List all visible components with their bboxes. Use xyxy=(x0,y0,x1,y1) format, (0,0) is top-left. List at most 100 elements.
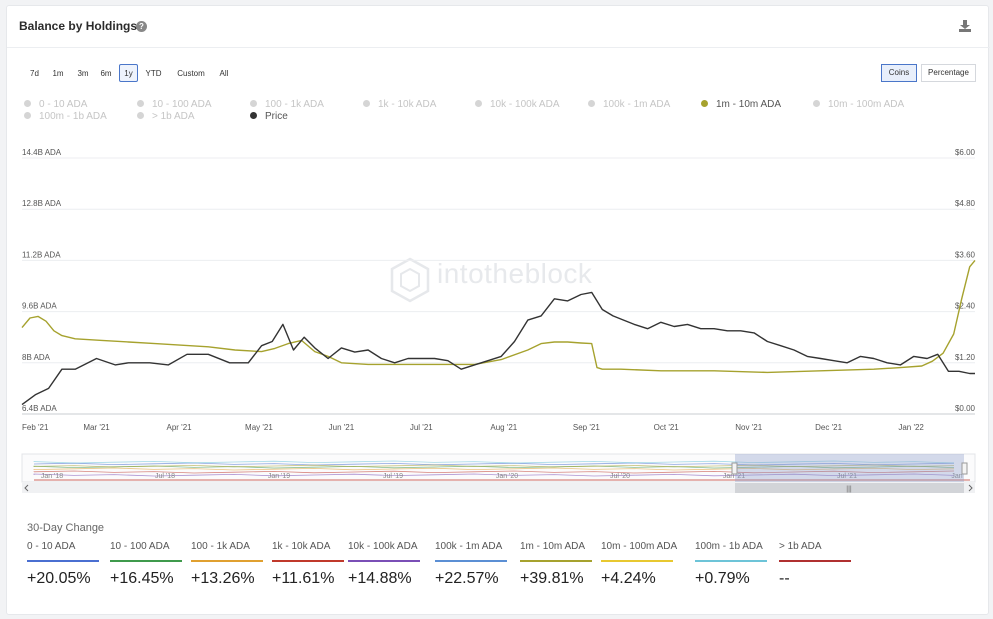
change-color-bar xyxy=(779,560,851,562)
change-value: +0.79% xyxy=(695,570,750,587)
unit-button-percentage[interactable]: Percentage xyxy=(921,64,976,82)
navigator-tick-label: Jul '20 xyxy=(610,473,630,480)
navigator-tick-label: Jul '18 xyxy=(155,473,175,480)
change-label: > 1b ADA xyxy=(779,541,822,552)
legend-dot-icon xyxy=(24,112,31,119)
legend-dot-icon xyxy=(813,100,820,107)
change-color-bar xyxy=(110,560,182,562)
navigator-tick-label: Jul '19 xyxy=(383,473,403,480)
change-color-bar xyxy=(272,560,344,562)
download-icon[interactable] xyxy=(958,19,972,33)
change-color-bar xyxy=(435,560,507,562)
x-tick-label: Dec '21 xyxy=(815,423,842,432)
change-title: 30-Day Change xyxy=(27,522,105,534)
change-color-bar xyxy=(695,560,767,562)
change-value: +22.57% xyxy=(435,570,499,587)
scrollbar-grip-icon: ||| xyxy=(846,486,852,493)
legend-label: 100k - 1m ADA xyxy=(603,99,671,110)
legend-item-0-10-ada[interactable]: 0 - 10 ADA xyxy=(24,99,87,110)
legend-dot-icon xyxy=(588,100,595,107)
change-label: 0 - 10 ADA xyxy=(27,541,76,552)
range-button-7d[interactable]: 7d xyxy=(25,64,44,82)
legend-item-1k-10k-ada[interactable]: 1k - 10k ADA xyxy=(363,99,436,110)
scroll-left-icon[interactable] xyxy=(24,484,29,492)
y-left-tick-label: 14.4B ADA xyxy=(22,148,62,157)
range-button-1m[interactable]: 1m xyxy=(48,64,68,82)
legend-label: 10m - 100m ADA xyxy=(828,99,905,110)
navigator-series-line xyxy=(33,464,955,468)
series-line-price[interactable] xyxy=(21,291,975,406)
navigator-left-handle[interactable] xyxy=(731,462,738,475)
range-button-3m[interactable]: 3m xyxy=(73,64,93,82)
navigator-scrollbar-thumb[interactable] xyxy=(735,483,964,493)
range-button-all[interactable]: All xyxy=(215,64,233,82)
range-button-6m[interactable]: 6m xyxy=(97,64,115,82)
legend-item-1b-ada[interactable]: > 1b ADA xyxy=(137,111,195,122)
y-right-tick-label: $4.80 xyxy=(955,199,976,208)
legend-item-100k-1m-ada[interactable]: 100k - 1m ADA xyxy=(588,99,670,110)
chart-area[interactable]: 14.4B ADA 12.8B ADA 11.2B ADA 9.6B ADA 8B AD… xyxy=(7,6,990,506)
change-item-100-1k-ada: 100 - 1k ADA +13.26% xyxy=(191,541,263,588)
legend-item-10m-100m-ada[interactable]: 10m - 100m ADA xyxy=(813,99,904,110)
legend-item-1m-10m-ada[interactable]: 1m - 10m ADA xyxy=(701,99,781,110)
change-color-bar xyxy=(191,560,263,562)
legend-dot-icon xyxy=(250,100,257,107)
change-value: +14.88% xyxy=(348,570,412,587)
legend-label: 100 - 1k ADA xyxy=(265,99,324,110)
range-button-ytd[interactable]: YTD xyxy=(141,64,166,82)
series-line-1m-10m-ada[interactable] xyxy=(21,259,976,374)
change-value: +4.24% xyxy=(601,570,656,587)
legend-dot-icon xyxy=(137,100,144,107)
legend-item-10k-100k-ada[interactable]: 10k - 100k ADA xyxy=(475,99,559,110)
card-title: Balance by Holdings xyxy=(19,19,138,33)
y-left-tick-label: 12.8B ADA xyxy=(22,199,62,208)
x-tick-label: May '21 xyxy=(245,423,273,432)
legend-dot-icon xyxy=(250,112,257,119)
help-icon[interactable]: ? xyxy=(136,21,147,32)
navigator-series-line xyxy=(33,470,955,474)
navigator-right-handle[interactable] xyxy=(961,462,968,475)
change-label: 10m - 100m ADA xyxy=(601,541,678,552)
y-left-tick-label: 11.2B ADA xyxy=(22,250,61,259)
change-value: -- xyxy=(779,570,790,587)
change-item-10-100-ada: 10 - 100 ADA +16.45% xyxy=(110,541,182,588)
y-left-tick-label: 9.6B ADA xyxy=(22,302,57,311)
change-color-bar xyxy=(348,560,420,562)
change-item-10k-100k-ada: 10k - 100k ADA +14.88% xyxy=(348,541,420,588)
navigator-tick-label: Jan xyxy=(951,473,962,480)
change-item-100k-1m-ada: 100k - 1m ADA +22.57% xyxy=(435,541,507,588)
legend-label: Price xyxy=(265,111,288,122)
navigator-series-line xyxy=(33,467,955,471)
change-item-1k-10k-ada: 1k - 10k ADA +11.61% xyxy=(272,541,344,588)
legend-label: 1k - 10k ADA xyxy=(378,99,437,110)
navigator-tick-label: Jan '21 xyxy=(723,473,745,480)
change-label: 100m - 1b ADA xyxy=(695,541,763,552)
legend-label: > 1b ADA xyxy=(152,111,195,122)
unit-button-coins[interactable]: Coins xyxy=(881,64,917,82)
navigator-tick-label: Jan '19 xyxy=(268,473,290,480)
y-right-tick-label: $6.00 xyxy=(955,148,976,157)
legend-item-100m-1b-ada[interactable]: 100m - 1b ADA xyxy=(24,111,107,122)
legend-item-10-100-ada[interactable]: 10 - 100 ADA xyxy=(137,99,211,110)
range-button-custom[interactable]: Custom xyxy=(171,64,211,82)
change-value: +20.05% xyxy=(27,570,91,587)
scroll-right-icon[interactable] xyxy=(968,484,973,492)
y-left-tick-label: 8B ADA xyxy=(22,353,51,362)
navigator-selection[interactable] xyxy=(735,454,964,482)
x-tick-label: Jan '22 xyxy=(898,423,924,432)
x-tick-label: Jun '21 xyxy=(329,423,355,432)
legend-item-100-1k-ada[interactable]: 100 - 1k ADA xyxy=(250,99,324,110)
change-item-1b-ada: > 1b ADA -- xyxy=(779,541,851,588)
change-color-bar xyxy=(27,560,99,562)
x-tick-label: Oct '21 xyxy=(654,423,680,432)
change-item-100m-1b-ada: 100m - 1b ADA +0.79% xyxy=(695,541,767,588)
change-item-0-10-ada: 0 - 10 ADA +20.05% xyxy=(27,541,99,588)
range-button-1y[interactable]: 1y xyxy=(119,64,138,82)
x-tick-label: Feb '21 xyxy=(22,423,49,432)
legend-item-price[interactable]: Price xyxy=(250,111,288,122)
navigator-scrollbar-track[interactable] xyxy=(22,483,975,493)
change-label: 1k - 10k ADA xyxy=(272,541,331,552)
legend-dot-icon xyxy=(137,112,144,119)
intotheblock-logo-icon xyxy=(390,257,430,303)
navigator-tick-label: Jan '20 xyxy=(496,473,518,480)
